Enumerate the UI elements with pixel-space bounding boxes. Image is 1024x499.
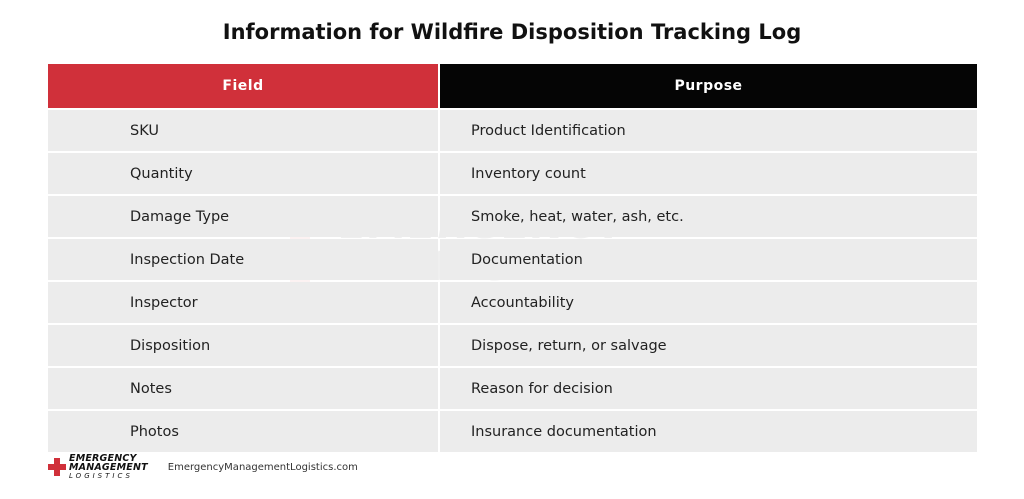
purpose-cell: Accountability [440, 282, 977, 323]
company-logo: EMERGENCY MANAGEMENT LOGISTICS [48, 452, 148, 481]
field-cell: Quantity [48, 153, 438, 194]
header-purpose: Purpose [440, 64, 977, 108]
page-title: Information for Wildfire Disposition Tra… [222, 20, 802, 44]
website-text: EmergencyManagementLogistics.com [167, 461, 358, 473]
field-cell: Notes [48, 368, 438, 409]
purpose-cell: Smoke, heat, water, ash, etc. [440, 196, 977, 237]
field-cell: Inspection Date [48, 239, 438, 280]
table-header: Field Purpose [48, 64, 977, 108]
cross-icon [48, 458, 66, 476]
table-body: SKU Product Identification Quantity Invento… [48, 110, 977, 452]
table-row: Disposition Dispose, return, or salvage [48, 325, 977, 366]
purpose-cell: Insurance documentation [440, 411, 977, 452]
table-row: Notes Reason for decision [48, 368, 977, 409]
purpose-cell: Reason for decision [440, 368, 977, 409]
table-row: Quantity Inventory count [48, 153, 977, 194]
logo-line-1: EMERGENCY [69, 452, 137, 464]
purpose-cell: Inventory count [440, 153, 977, 194]
footer: EMERGENCY MANAGEMENT LOGISTICS Emergency… [48, 452, 358, 481]
field-cell: Damage Type [48, 196, 438, 237]
field-cell: Inspector [48, 282, 438, 323]
table-row: Damage Type Smoke, heat, water, ash, etc. [48, 196, 977, 237]
field-cell: Disposition [48, 325, 438, 366]
table-row: SKU Product Identification [48, 110, 977, 151]
tracking-log-table: Field Purpose SKU Product Identification Q… [48, 64, 977, 452]
purpose-cell: Product Identification [440, 110, 977, 151]
field-cell: Photos [48, 411, 438, 452]
logo-line-3: LOGISTICS [69, 471, 133, 480]
purpose-cell: Dispose, return, or salvage [440, 325, 977, 366]
purpose-cell: Documentation [440, 239, 977, 280]
header-field: Field [48, 64, 438, 108]
table-row: Inspector Accountability [48, 282, 977, 323]
logo-line-2: MANAGEMENT [69, 461, 148, 473]
table-row: Inspection Date Documentation [48, 239, 977, 280]
table-row: Photos Insurance documentation [48, 411, 977, 452]
field-cell: SKU [48, 110, 438, 151]
